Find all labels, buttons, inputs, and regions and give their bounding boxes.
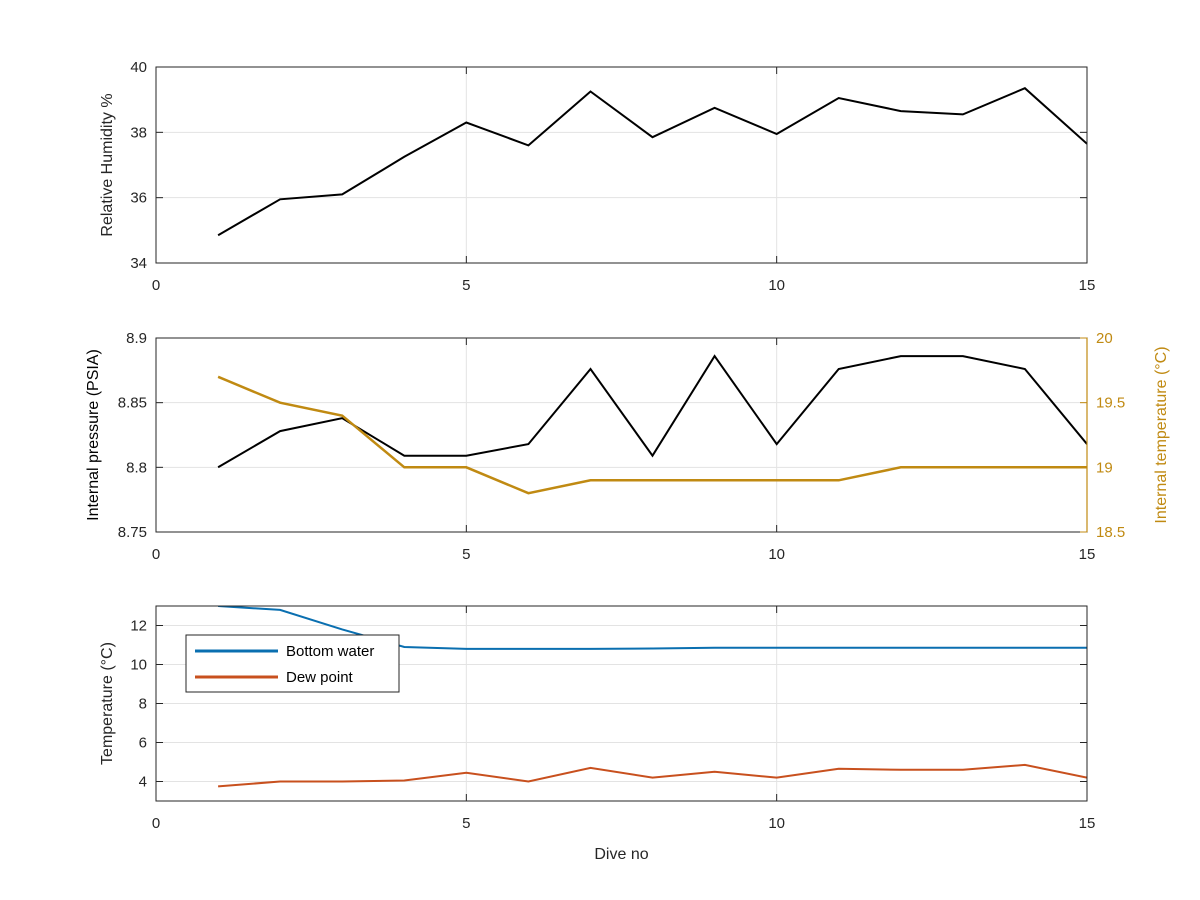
x-tick-label: 10 (768, 277, 785, 294)
y-right-tick-label: 18.5 (1096, 524, 1125, 541)
y-tick-label: 8.85 (118, 395, 147, 412)
series-line-dew-point (218, 763, 1087, 788)
x-tick-label: 15 (1079, 815, 1096, 832)
x-tick-label: 0 (152, 546, 160, 563)
y-tick-label: 40 (130, 59, 147, 76)
series-line-right (217, 375, 1087, 495)
x-tick-label: 15 (1079, 546, 1096, 563)
plot-area (156, 338, 1087, 532)
y-axis-label: Internal pressure (PSIA) (85, 349, 102, 521)
x-tick-label: 5 (462, 546, 470, 563)
x-tick-label: 5 (462, 277, 470, 294)
y-tick-label: 36 (130, 190, 147, 207)
legend-label: Bottom water (286, 643, 374, 660)
x-tick-label: 10 (768, 546, 785, 563)
y-tick-label: 4 (139, 774, 147, 791)
series-line-main (217, 87, 1087, 237)
subplot-3: 0 5 10 15 4 6 8 10 12 Temperature (°C) Dive no Bott… (99, 605, 1096, 863)
y-axis-label-right: Internal temperature (°C) (1153, 346, 1170, 523)
plot-area (156, 67, 1087, 263)
legend-box (185, 634, 400, 693)
series-line-left (217, 354, 1087, 469)
legend-label: Dew point (286, 669, 354, 686)
x-tick-label: 5 (462, 815, 470, 832)
x-tick-label: 0 (152, 277, 160, 294)
y-right-tick-label: 20 (1096, 330, 1113, 347)
y-axis-label: Relative Humidity % (99, 93, 116, 236)
y-right-tick-label: 19.5 (1096, 395, 1125, 412)
subplot-2: 0 5 10 15 8.75 8.8 8.85 8.9 18.5 19 19.5 20 Internal… (85, 330, 1170, 563)
subplot-1: 0 5 10 15 34 36 38 40 Relative Humidity % (99, 59, 1095, 294)
x-tick-label: 0 (152, 815, 160, 832)
y-tick-label: 12 (130, 618, 147, 635)
y-tick-label: 8 (139, 696, 147, 713)
y-tick-label: 8.75 (118, 524, 147, 541)
y-tick-label: 38 (130, 124, 147, 141)
y-tick-label: 8.9 (126, 330, 147, 347)
axes-box (155, 66, 1088, 264)
x-tick-label: 15 (1079, 277, 1096, 294)
y-axis-label: Temperature (°C) (99, 642, 116, 765)
y-tick-label: 10 (130, 657, 147, 674)
x-axis-label: Dive no (594, 846, 648, 863)
legend: Bottom water Dew point (185, 634, 400, 693)
y-tick-label: 8.8 (126, 459, 147, 476)
y-right-tick-label: 19 (1096, 459, 1113, 476)
y-tick-label: 6 (139, 735, 147, 752)
y-tick-label: 34 (130, 255, 147, 272)
x-tick-label: 10 (768, 815, 785, 832)
